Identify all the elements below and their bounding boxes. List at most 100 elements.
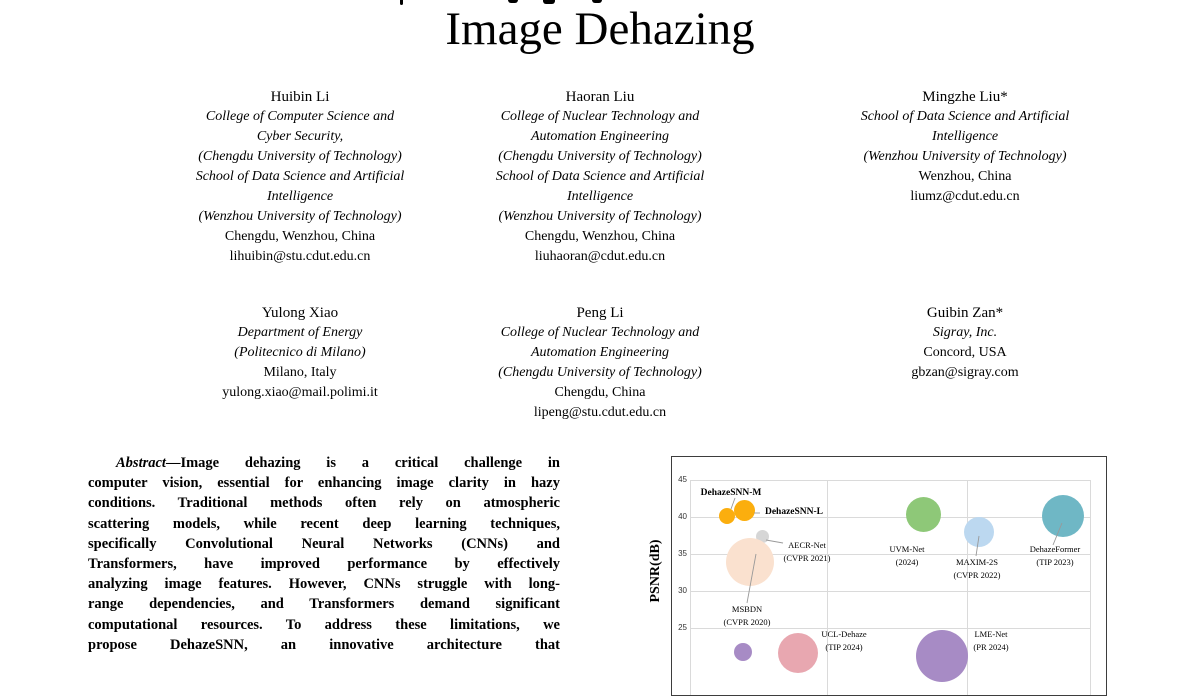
bubble-ucl-dehaze — [778, 633, 818, 674]
bubble-maxim-2s — [964, 516, 994, 547]
author-affiliation-line: School of Data Science and Artificial — [495, 169, 705, 184]
title-line1-descender-fragment — [508, 0, 518, 3]
bubble-uvm-net — [905, 497, 941, 533]
abstract-line: analyzing image features. However, CNNs … — [88, 576, 560, 593]
y-tick-label: 25 — [678, 623, 687, 632]
abstract-line: range dependencies, and Transformers dem… — [88, 596, 560, 613]
author-affiliation-line: (Chengdu University of Technology) — [498, 149, 702, 164]
gridline-x — [690, 480, 691, 695]
author-block-guibin-zan: Guibin Zan* Sigray, Inc. Concord, USA gb… — [770, 303, 1160, 383]
author-email: liumz@cdut.edu.cn — [910, 189, 1020, 204]
abstract-line: propose DehazeSNN, an innovative archite… — [88, 636, 560, 653]
author-name: Yulong Xiao — [261, 305, 339, 321]
chart-label-msbdn: MSBDN — [731, 604, 763, 614]
abstract-section: Abstract—Image dehazing is a critical ch… — [88, 453, 560, 655]
author-location: Chengdu, Wenzhou, China — [224, 229, 376, 244]
author-location: Concord, USA — [923, 345, 1007, 360]
y-tick-label: 35 — [678, 549, 687, 558]
author-affiliation-line: Cyber Security, — [256, 129, 344, 144]
author-name: Haoran Liu — [565, 89, 635, 105]
author-affiliation-line: Department of Energy — [237, 325, 363, 340]
chart-label-uvm-net: UVM-Net — [889, 544, 925, 554]
chart-label-maxim-2s-venue: (CVPR 2022) — [953, 569, 1001, 580]
gridline-x — [1090, 480, 1091, 695]
author-affiliation-line: Automation Engineering — [530, 345, 670, 360]
abstract-line: computer vision, essential for enhancing… — [88, 475, 560, 492]
bubble-lme-net — [916, 630, 968, 683]
chart-label-aecr-net-venue: (CVPR 2021) — [783, 552, 831, 563]
author-affiliation-line: Intelligence — [566, 189, 634, 204]
author-email: liuhaoran@cdut.edu.cn — [534, 249, 666, 264]
y-axis-label: PSNR(dB) — [648, 539, 663, 603]
author-affiliation-line: College of Computer Science and — [205, 109, 395, 124]
author-affiliation-line: (Wenzhou University of Technology) — [498, 209, 702, 224]
author-location: Milano, Italy — [263, 365, 337, 380]
title-line1-descender-fragment — [543, 0, 555, 4]
author-affiliation-line: School of Data Science and Artificial — [195, 169, 405, 184]
author-affiliation-line: (Wenzhou University of Technology) — [198, 209, 402, 224]
y-tick-label: 40 — [678, 512, 687, 521]
paper-title: Image Dehazing — [445, 3, 755, 55]
author-block-haoran-liu: Haoran Liu College of Nuclear Technology… — [405, 87, 795, 267]
y-tick-label: 30 — [678, 586, 687, 595]
abstract-heading: Abstract — [116, 455, 166, 471]
author-affiliation-line: Sigray, Inc. — [932, 325, 998, 340]
author-block-peng-li: Peng Li College of Nuclear Technology an… — [405, 303, 795, 423]
chart-label-dehazeformer: DehazeFormer — [1029, 544, 1081, 554]
author-affiliation-line: (Politecnico di Milano) — [234, 345, 366, 360]
author-email: lipeng@stu.cdut.edu.cn — [533, 405, 667, 420]
bubble-dehazesnn-l — [733, 499, 755, 521]
bubble-dehazeformer — [1042, 495, 1084, 538]
author-location: Wenzhou, China — [918, 169, 1012, 184]
author-affiliation-line: Automation Engineering — [530, 129, 670, 144]
abstract-line: computational resources. To address thes… — [88, 616, 560, 633]
author-name: Guibin Zan* — [926, 305, 1004, 321]
chart-label-ucl-dehaze: UCL-Dehaze — [821, 629, 867, 639]
chart-label-maxim-2s: MAXIM-2S — [955, 557, 999, 567]
author-affiliation-line: (Chengdu University of Technology) — [498, 365, 702, 380]
abstract-line: conditions. Traditional methods often re… — [88, 495, 560, 512]
gridline-y-35 — [690, 554, 1090, 555]
gridline-x — [967, 480, 968, 695]
chart-label-uvm-net-venue: (2024) — [895, 556, 919, 567]
author-affiliation-line: Intelligence — [931, 129, 999, 144]
gridline-y-30 — [690, 591, 1090, 592]
gridline-y-45 — [690, 480, 1090, 481]
title-line1-descender-fragment — [592, 0, 602, 3]
chart-label-dehazesnn-m: DehazeSNN-M — [700, 488, 762, 498]
abstract-text: —Image dehazing is a critical challenge … — [165, 455, 560, 471]
author-name: Huibin Li — [270, 89, 330, 105]
chart-label-ucl-dehaze-venue: (TIP 2024) — [825, 641, 863, 652]
author-block-mingzhe-liu: Mingzhe Liu* School of Data Science and … — [770, 87, 1160, 207]
gridline-y-40 — [690, 517, 1090, 518]
author-name: Mingzhe Liu* — [922, 89, 1008, 105]
author-affiliation-line: Intelligence — [266, 189, 334, 204]
abstract-line: Abstract—Image dehazing is a critical ch… — [88, 453, 560, 473]
author-block-huibin-li: Huibin Li College of Computer Science an… — [105, 87, 495, 267]
chart-label-dehazesnn-l: DehazeSNN-L — [764, 507, 824, 517]
author-email: lihuibin@stu.cdut.edu.cn — [229, 249, 371, 264]
author-email: gbzan@sigray.com — [911, 365, 1019, 380]
author-affiliation-line: (Wenzhou University of Technology) — [863, 149, 1067, 164]
gridline-x — [827, 480, 828, 695]
author-affiliation-line: (Chengdu University of Technology) — [198, 149, 402, 164]
author-block-yulong-xiao: Yulong Xiao Department of Energy (Polite… — [105, 303, 495, 403]
bubble-msbdn — [726, 538, 774, 587]
author-location: Chengdu, Wenzhou, China — [524, 229, 676, 244]
title-line1-descender-fragment — [400, 0, 403, 5]
abstract-line: scattering models, while recent deep lea… — [88, 515, 560, 532]
chart-label-msbdn-venue: (CVPR 2020) — [723, 616, 771, 627]
abstract-line: specifically Convolutional Neural Networ… — [88, 535, 560, 552]
bubble-dehazesnn-m — [719, 507, 735, 524]
chart-label-dehazeformer-venue: (TIP 2023) — [1036, 556, 1074, 567]
author-email: yulong.xiao@mail.polimi.it — [222, 385, 378, 400]
bubble-point-7 — [734, 642, 752, 661]
gridline-y-25 — [690, 628, 1090, 629]
chart-label-lme-net-venue: (PR 2024) — [973, 641, 1009, 652]
author-affiliation-line: College of Nuclear Technology and — [500, 325, 700, 340]
author-affiliation-line: College of Nuclear Technology and — [500, 109, 700, 124]
author-name: Peng Li — [576, 305, 624, 321]
chart-label-lme-net: LME-Net — [974, 629, 1008, 639]
author-affiliation-line: School of Data Science and Artificial — [860, 109, 1070, 124]
chart-label-aecr-net: AECR-Net — [788, 540, 826, 550]
